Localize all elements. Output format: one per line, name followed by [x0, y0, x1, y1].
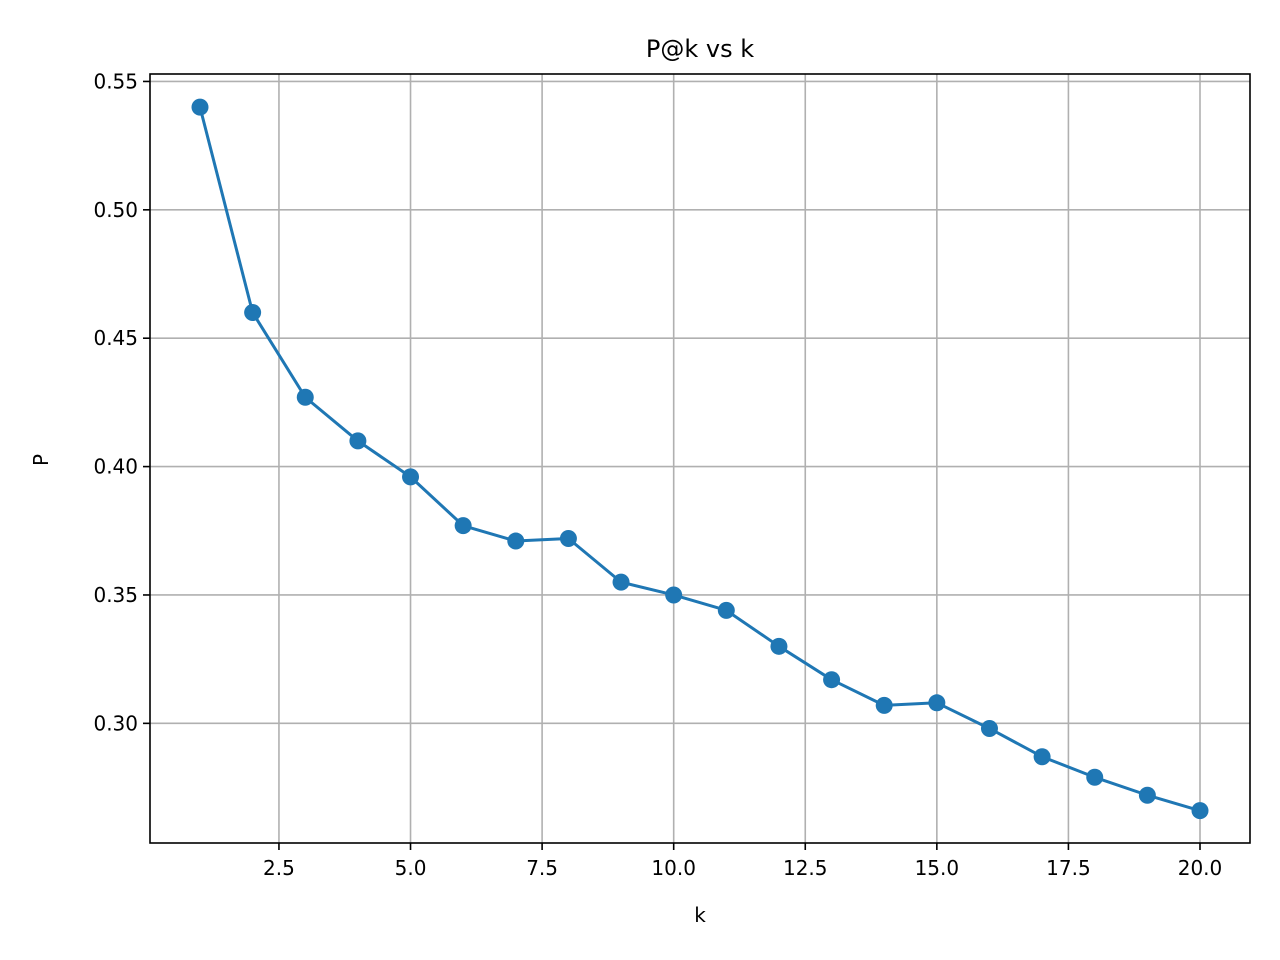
- data-point: [665, 586, 683, 604]
- x-tick-label: 10.0: [651, 856, 696, 880]
- data-point: [1086, 768, 1104, 786]
- y-tick-label: 0.35: [93, 583, 138, 607]
- data-point: [507, 532, 525, 550]
- x-axis-label: k: [694, 903, 706, 927]
- data-point: [1138, 786, 1156, 804]
- x-tick-label: 12.5: [783, 856, 828, 880]
- data-point: [770, 637, 788, 655]
- series-layer: [191, 98, 1209, 820]
- plot-frame: [149, 73, 1251, 844]
- y-tick-label: 0.30: [93, 711, 138, 735]
- x-tick-label: 2.5: [263, 856, 295, 880]
- y-tick-label: 0.40: [93, 455, 138, 479]
- plot-area: [150, 74, 1250, 843]
- x-tick-label: 7.5: [526, 856, 558, 880]
- data-point: [875, 696, 893, 714]
- data-point: [296, 388, 314, 406]
- data-point: [349, 432, 367, 450]
- data-point: [980, 719, 998, 737]
- y-tick-label: 0.55: [93, 69, 138, 93]
- x-tick-label: 15.0: [915, 856, 960, 880]
- data-point: [823, 671, 841, 689]
- data-point: [717, 601, 735, 619]
- x-tick-label: 17.5: [1046, 856, 1091, 880]
- x-tick-label: 20.0: [1178, 856, 1223, 880]
- data-point: [559, 529, 577, 547]
- y-tick-label: 0.45: [93, 326, 138, 350]
- data-point: [1191, 802, 1209, 820]
- series-line: [198, 106, 1201, 813]
- data-point: [402, 468, 420, 486]
- y-tick-label: 0.50: [93, 198, 138, 222]
- data-point: [191, 98, 209, 116]
- y-axis-label: P: [29, 454, 53, 466]
- data-point: [454, 517, 472, 535]
- x-tick-label: 5.0: [395, 856, 427, 880]
- data-point: [244, 304, 262, 322]
- chart-title: P@k vs k: [646, 35, 754, 63]
- data-point: [928, 694, 946, 712]
- data-point: [612, 573, 630, 591]
- grid-lines: [150, 74, 1250, 843]
- axis-ticks: 2.5 5.0 7.5 10.0 12.5 15.0 17.5 20.0 0.30 0.35 0.4…: [93, 69, 1222, 880]
- data-point: [1033, 748, 1051, 766]
